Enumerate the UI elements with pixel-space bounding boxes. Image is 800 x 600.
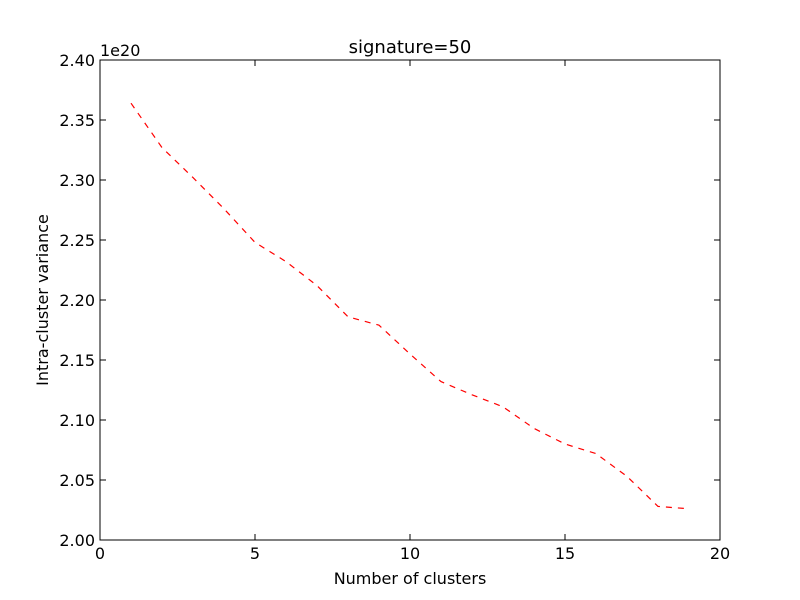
- y-tick-label: 2.35: [59, 111, 95, 130]
- y-tick-label: 2.40: [59, 51, 95, 70]
- x-tick-label: 15: [555, 544, 575, 563]
- y-tick-label: 2.10: [59, 411, 95, 430]
- x-axis-label: Number of clusters: [334, 569, 487, 588]
- x-tick-label: 0: [95, 544, 105, 563]
- y-tick-label: 2.25: [59, 231, 95, 250]
- y-axis-offset-label: 1e20: [100, 41, 140, 60]
- chart-title: signature=50: [349, 37, 472, 58]
- x-tick-label: 5: [250, 544, 260, 563]
- y-tick-label: 2.20: [59, 291, 95, 310]
- plot-area: 0 5 10 15 20 2.00 2.05 2.10 2.15 2.20 2.25 2.30 2.35…: [59, 51, 730, 563]
- x-tick-label: 20: [710, 544, 730, 563]
- x-tick-label: 10: [400, 544, 420, 563]
- y-axis-label: Intra-cluster variance: [33, 214, 52, 386]
- y-tick-label: 2.15: [59, 351, 95, 370]
- y-tick-label: 2.05: [59, 471, 95, 490]
- y-tick-label: 2.00: [59, 531, 95, 550]
- y-tick-label: 2.30: [59, 171, 95, 190]
